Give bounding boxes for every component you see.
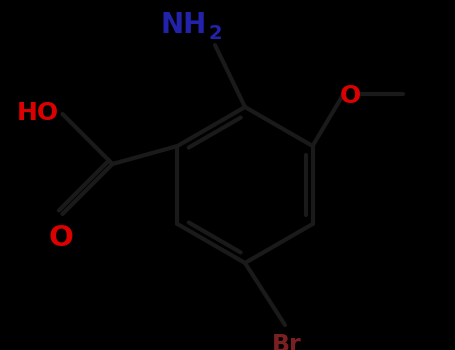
Text: Br: Br: [272, 333, 302, 350]
Text: 2: 2: [208, 24, 222, 43]
Text: O: O: [340, 84, 361, 108]
Text: O: O: [48, 224, 73, 252]
Text: HO: HO: [16, 101, 58, 125]
Text: NH: NH: [161, 11, 207, 39]
